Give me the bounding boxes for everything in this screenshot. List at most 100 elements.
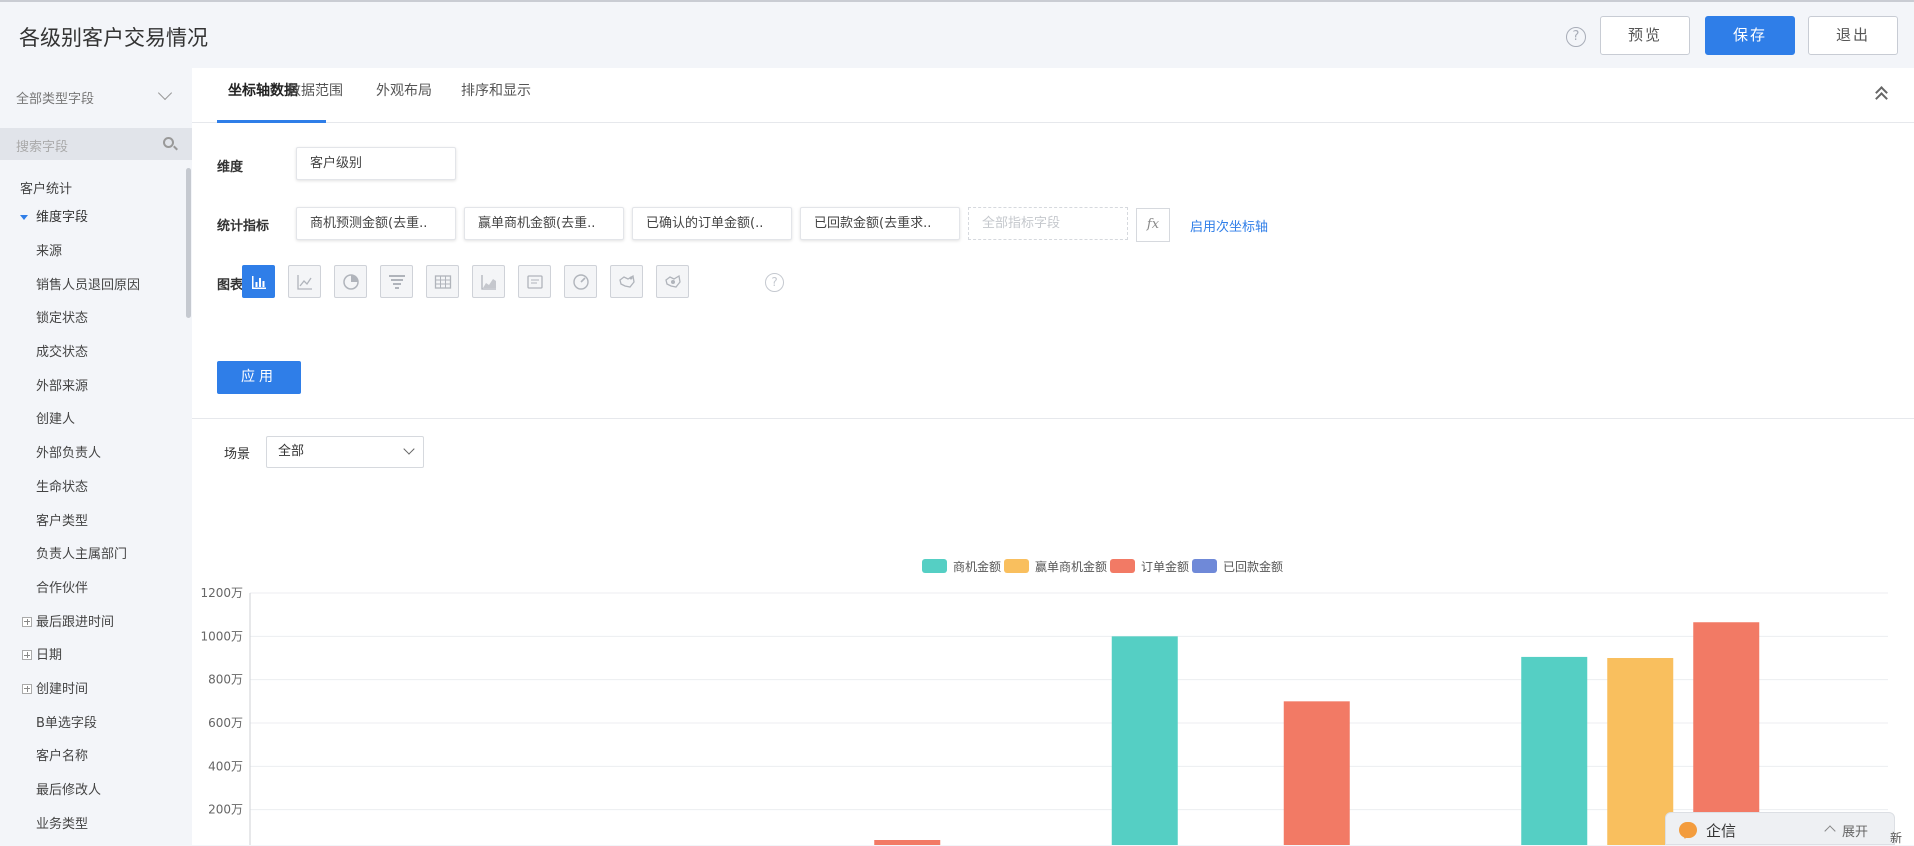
field-list-item[interactable]: 合作伙伴: [0, 572, 192, 606]
legend-swatch: [1192, 559, 1217, 573]
legend-swatch: [1110, 559, 1135, 573]
metric-chip-4[interactable]: 已回款金额(去重求..: [800, 207, 960, 240]
card-chart-icon[interactable]: [518, 265, 551, 298]
expand-plus-icon[interactable]: [22, 650, 32, 661]
expand-plus-icon[interactable]: [22, 683, 32, 694]
map-chart-icon[interactable]: [610, 265, 643, 298]
tree-folder[interactable]: 日期: [0, 639, 192, 673]
active-tab-indicator: [217, 120, 326, 123]
gauge-chart-icon[interactable]: [564, 265, 597, 298]
search-input[interactable]: 搜索字段: [0, 128, 192, 160]
legend-swatch: [922, 559, 947, 573]
field-label: 创建人: [36, 412, 76, 428]
chevron-down-icon[interactable]: [403, 443, 415, 455]
scene-select[interactable]: 全部: [266, 436, 424, 468]
field-list-item[interactable]: 来源: [0, 235, 192, 269]
save-button[interactable]: 保存: [1705, 16, 1795, 55]
tab-appearance[interactable]: 外观布局: [376, 83, 432, 99]
formula-button[interactable]: fx: [1136, 208, 1170, 242]
field-type-dropdown[interactable]: 全部类型字段: [16, 92, 95, 107]
field-list-item[interactable]: 成交状态: [0, 336, 192, 370]
field-label: B单选字段: [36, 715, 97, 731]
tree-folder[interactable]: 创建时间: [0, 673, 192, 707]
field-list-item[interactable]: 负责人主属部门: [0, 538, 192, 572]
bar-chart-icon[interactable]: [242, 265, 275, 298]
secondary-axis-link[interactable]: 启用次坐标轴: [1190, 220, 1269, 235]
field-list-item[interactable]: 生命状态: [0, 471, 192, 505]
field-label: 外部来源: [36, 378, 89, 394]
field-list-item[interactable]: 销售人员退回原因: [0, 269, 192, 303]
field-label: 业务类型: [36, 816, 89, 832]
y-tick-label: 400万: [208, 759, 243, 773]
field-label: 客户类型: [36, 513, 89, 529]
field-list-item[interactable]: 客户类型: [0, 505, 192, 539]
collapse-up-icon[interactable]: [1875, 84, 1889, 105]
field-label: 成交状态: [36, 345, 89, 361]
tab-sort-display[interactable]: 排序和显示: [461, 83, 531, 99]
chevron-up-icon[interactable]: [1824, 825, 1836, 837]
legend-label: 赢单商机金额: [1035, 559, 1107, 574]
y-tick-label: 1000万: [200, 629, 243, 643]
search-icon[interactable]: [163, 137, 174, 148]
chart-type-help-icon[interactable]: ?: [765, 273, 784, 292]
legend-label: 已回款金额: [1223, 559, 1283, 574]
page-title: 各级别客户交易情况: [19, 26, 208, 50]
bar: [1607, 658, 1674, 845]
field-label: 锁定状态: [36, 311, 89, 327]
y-tick-label: 800万: [208, 673, 243, 687]
dimension-field[interactable]: 客户级别: [296, 147, 456, 180]
line-chart-icon[interactable]: [288, 265, 321, 298]
bar: [1521, 656, 1588, 845]
preview-button[interactable]: 预览: [1600, 16, 1690, 55]
bar: [874, 840, 941, 845]
field-list-item[interactable]: 锁定状态: [0, 302, 192, 336]
metric-chip-1[interactable]: 商机预测金额(去重..: [296, 207, 456, 240]
config-tabs: 坐标轴数据 数据范围 外观布局 排序和显示: [192, 68, 1914, 123]
table-chart-icon[interactable]: [426, 265, 459, 298]
qixin-label: 企信: [1706, 822, 1737, 840]
scene-label: 场景: [224, 447, 251, 462]
bar: [1283, 701, 1350, 845]
field-list-item[interactable]: 最后修改人: [0, 774, 192, 808]
field-list-item[interactable]: 客户名称: [0, 740, 192, 774]
field-label: 日期: [36, 648, 63, 664]
field-list-item[interactable]: 外部来源: [0, 370, 192, 404]
y-tick-label: 200万: [208, 803, 243, 817]
sidebar-scrollbar[interactable]: [186, 168, 191, 318]
expand-plus-icon[interactable]: [22, 616, 32, 627]
tab-data-range[interactable]: 数据范围: [287, 83, 343, 99]
caret-down-icon[interactable]: [20, 215, 28, 220]
bar-chart: 0200万400万600万800万1000万1200万一般客户普通客户重要客户-…: [200, 559, 1888, 845]
main-panel: 坐标轴数据 数据范围 外观布局 排序和显示 维度 客户级别 统计指标 商机预测金…: [192, 68, 1914, 845]
metric-add-slot[interactable]: 全部指标字段: [968, 207, 1128, 240]
y-tick-label: 1200万: [200, 586, 243, 600]
field-label: 客户名称: [36, 749, 89, 765]
apply-button[interactable]: 应用: [217, 361, 301, 394]
pie-chart-icon[interactable]: [334, 265, 367, 298]
tab-axis-data[interactable]: 坐标轴数据: [228, 83, 298, 99]
metric-chip-3[interactable]: 已确认的订单金额(..: [632, 207, 792, 240]
tree-folder[interactable]: 最后跟进时间: [0, 606, 192, 640]
funnel-chart-icon[interactable]: [380, 265, 413, 298]
field-label: 合作伙伴: [36, 580, 89, 596]
help-icon[interactable]: ?: [1566, 27, 1586, 47]
qixin-expand-button[interactable]: 展开: [1842, 825, 1869, 840]
field-list-item[interactable]: 业务类型: [0, 808, 192, 842]
field-list-item[interactable]: 创建人: [0, 403, 192, 437]
field-list-item[interactable]: B单选字段: [0, 707, 192, 741]
exit-button[interactable]: 退出: [1808, 16, 1898, 55]
field-list-item[interactable]: 外部负责人: [0, 437, 192, 471]
metric-chip-2[interactable]: 赢单商机金额(去重..: [464, 207, 624, 240]
field-label: 生命状态: [36, 479, 89, 495]
field-label: 最后修改人: [36, 783, 102, 798]
legend-swatch: [1004, 559, 1029, 573]
scene-value: 全部: [278, 444, 305, 459]
area-chart-icon[interactable]: [472, 265, 505, 298]
map-pin-chart-icon[interactable]: [656, 265, 689, 298]
qixin-chat-bar[interactable]: 企信 展开: [1665, 812, 1895, 845]
y-tick-label: 600万: [208, 716, 243, 730]
tree-root[interactable]: 客户统计: [20, 182, 73, 197]
chevron-down-icon[interactable]: [157, 85, 173, 101]
search-placeholder: 搜索字段: [16, 140, 69, 155]
tree-group-dimension[interactable]: 维度字段: [20, 206, 88, 225]
